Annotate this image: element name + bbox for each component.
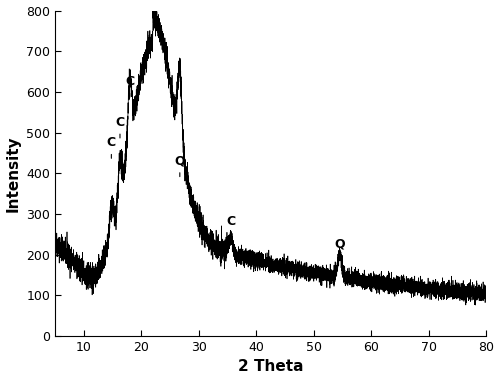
Text: Q: Q <box>334 238 345 260</box>
Text: C: C <box>226 215 235 236</box>
Text: C: C <box>116 116 124 138</box>
Y-axis label: Intensity: Intensity <box>6 135 20 212</box>
X-axis label: 2 Theta: 2 Theta <box>238 359 304 374</box>
Text: C: C <box>125 75 134 97</box>
Text: Q: Q <box>174 154 185 177</box>
Text: C: C <box>107 136 116 158</box>
